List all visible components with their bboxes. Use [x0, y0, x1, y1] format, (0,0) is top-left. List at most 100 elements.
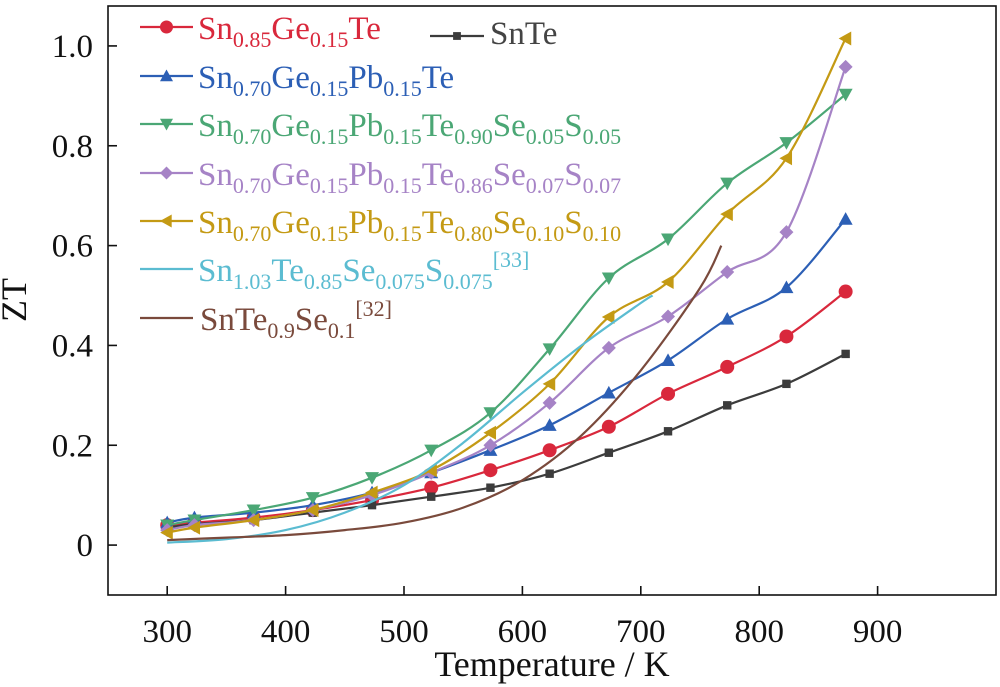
legend-label-part: Ge	[271, 205, 309, 241]
data-point	[604, 448, 614, 457]
legend-label: SnTe0.9Se0.1[32]	[200, 296, 392, 343]
legend-label-part: Ge	[271, 11, 309, 47]
legend-label-part: Sn	[198, 157, 233, 193]
legend-label-part: 0.9	[267, 318, 295, 343]
series-line	[167, 37, 847, 534]
data-point	[160, 214, 172, 228]
legend-label-part: 0.15	[310, 76, 349, 101]
data-point	[779, 151, 793, 166]
legend-label-part: 0.15	[383, 221, 422, 246]
data-point	[453, 32, 461, 40]
legend-label-part: Ge	[271, 60, 309, 96]
data-point	[545, 469, 554, 478]
data-point	[424, 463, 437, 478]
y-axis-title: ZT	[0, 278, 34, 322]
series-7	[167, 245, 723, 542]
data-point	[601, 309, 615, 324]
legend-label-part: Pb	[348, 157, 383, 193]
data-point	[720, 177, 735, 191]
data-point	[305, 492, 320, 505]
data-point	[720, 311, 735, 325]
legend-label-part: 0.07	[583, 173, 622, 198]
legend-label-part: 0.70	[233, 221, 272, 246]
data-point	[246, 504, 261, 518]
data-point	[661, 353, 676, 366]
legend-label-part: 0.075	[443, 269, 493, 294]
series-line	[167, 294, 654, 544]
y-tick-label: 0.6	[52, 229, 93, 265]
legend-label-part: S	[425, 253, 443, 289]
data-point	[723, 401, 732, 410]
legend-label-part: Se	[493, 108, 526, 144]
x-tick-label: 600	[498, 614, 548, 650]
legend-label-part: 0.86	[454, 173, 493, 198]
data-point	[160, 20, 173, 34]
data-point	[661, 309, 676, 324]
legend-label-part: Te	[422, 205, 455, 241]
data-point	[160, 525, 173, 540]
data-point	[661, 386, 676, 401]
data-point	[542, 376, 556, 391]
series-layer	[160, 31, 853, 544]
data-point	[160, 118, 173, 131]
legend-label-part: 0.05	[526, 124, 565, 149]
legend-label-part: 0.80	[454, 221, 493, 246]
legend-label-part: 0.1	[328, 318, 356, 343]
data-point	[838, 212, 853, 225]
legend-label: Sn0.85Ge0.15Te	[198, 11, 381, 52]
x-tick-label: 500	[379, 614, 429, 650]
data-point	[661, 275, 674, 290]
legend-label: Sn0.70Ge0.15Pb0.15Te0.80Se0.10S0.10	[198, 205, 621, 246]
plot-frame	[107, 5, 997, 596]
data-point	[160, 69, 173, 82]
legend-label-part: 1.03	[233, 269, 272, 294]
data-point	[424, 444, 439, 458]
data-point	[427, 492, 436, 501]
data-point	[782, 379, 791, 389]
legend-label-part: SnTe	[200, 302, 267, 338]
series-5	[160, 31, 852, 540]
legend-label-part: Ge	[271, 157, 309, 193]
axes-layer: 300 400 500 600 700 800 900 0 0.2 0.4 0.6 0.8 1.0	[52, 29, 903, 650]
legend-label-part: 0.90	[454, 124, 493, 149]
data-point	[601, 385, 616, 399]
data-point	[838, 284, 853, 299]
data-point	[542, 343, 557, 356]
legend-label-part: 0.05	[583, 124, 622, 149]
legend-label-part: Se	[342, 253, 375, 289]
y-tick-label: 0	[77, 528, 94, 564]
legend-label-part: Pb	[348, 205, 383, 241]
data-point	[187, 520, 201, 535]
legend-label-part: 0.075	[375, 269, 425, 294]
legend-label-part: Se	[493, 157, 526, 193]
legend: Sn0.85Ge0.15TeSn0.70Ge0.15Pb0.15TeSn0.70…	[140, 11, 621, 343]
legend-label: Sn0.70Ge0.15Pb0.15Te0.86Se0.07S0.07	[198, 157, 621, 198]
x-tick-label: 300	[142, 614, 192, 650]
legend-label-part: 0.85	[233, 27, 272, 52]
data-point	[720, 359, 735, 374]
legend-label-part: Sn	[198, 60, 233, 96]
data-point	[601, 272, 616, 286]
legend-label-part: 0.07	[526, 173, 565, 198]
x-axis-title: Temperature / K	[434, 644, 669, 684]
legend-label: Sn0.70Ge0.15Pb0.15Te	[198, 60, 454, 101]
data-point	[542, 418, 557, 431]
data-point	[841, 349, 850, 359]
data-point	[779, 280, 794, 294]
data-point	[601, 419, 616, 434]
data-point	[365, 472, 380, 485]
data-point	[838, 59, 853, 74]
data-point	[779, 225, 794, 240]
data-point	[483, 425, 497, 440]
legend-label-part: 0.15	[310, 221, 349, 246]
y-tick-label: 0.8	[52, 129, 93, 165]
y-tick-label: 1.0	[52, 29, 93, 65]
data-point	[483, 438, 498, 453]
data-point	[779, 329, 794, 344]
data-point	[486, 483, 495, 492]
data-point	[365, 485, 378, 500]
legend-label-part: 0.15	[310, 27, 349, 52]
legend-label-part: 0.15	[310, 124, 349, 149]
data-point	[483, 463, 498, 478]
data-point	[661, 233, 676, 247]
